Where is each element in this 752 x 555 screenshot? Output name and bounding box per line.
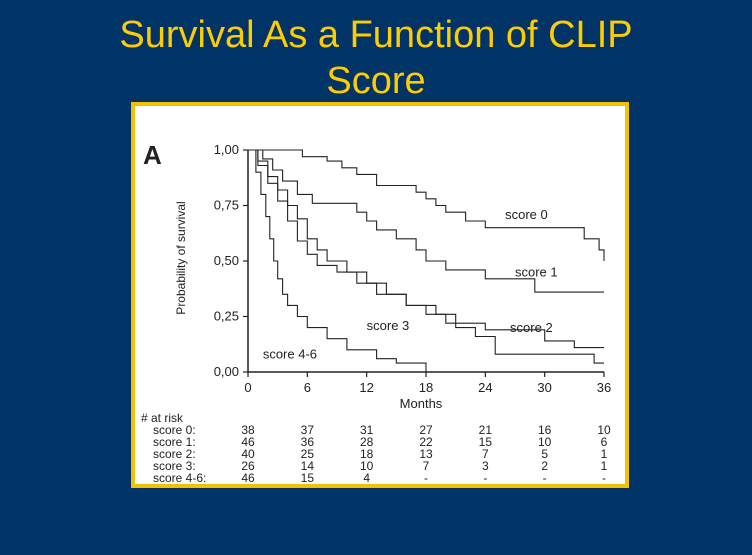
x-axis-label: Months	[400, 396, 443, 411]
at-risk-row-label: score 2:	[153, 447, 196, 461]
at-risk-row-label: score 0:	[153, 423, 196, 437]
at-risk-value: 22	[419, 435, 433, 449]
y-tick-label: 0,00	[214, 364, 239, 379]
at-risk-value: -	[602, 471, 606, 484]
at-risk-value: 46	[241, 471, 255, 484]
at-risk-value: 31	[360, 423, 374, 437]
slide-title: Survival As a Function of CLIP Score	[0, 12, 752, 104]
y-tick-label: 1,00	[214, 142, 239, 157]
at-risk-value: 40	[241, 447, 255, 461]
at-risk-value: 37	[301, 423, 315, 437]
x-tick-label: 6	[304, 380, 311, 395]
at-risk-value: -	[483, 471, 487, 484]
curve-label: score 0	[505, 207, 548, 222]
at-risk-value: 7	[482, 447, 489, 461]
y-tick-label: 0,50	[214, 253, 239, 268]
x-tick-label: 24	[478, 380, 492, 395]
at-risk-value: -	[543, 471, 547, 484]
at-risk-row-label: score 1:	[153, 435, 196, 449]
x-tick-label: 36	[597, 380, 611, 395]
at-risk-value: 27	[419, 423, 433, 437]
slide-title-line2: Score	[326, 60, 426, 102]
survival-curve-score-1	[248, 149, 604, 293]
at-risk-value: 10	[360, 459, 374, 473]
y-tick-label: 0,25	[214, 309, 239, 324]
at-risk-value: 1	[601, 447, 608, 461]
survival-curve-score-0	[248, 149, 605, 261]
at-risk-value: 15	[479, 435, 493, 449]
at-risk-value: -	[424, 471, 428, 484]
at-risk-value: 2	[541, 459, 548, 473]
curve-label: score 2	[510, 320, 553, 335]
at-risk-value: 28	[360, 435, 374, 449]
x-tick-label: 12	[359, 380, 373, 395]
at-risk-value: 15	[301, 471, 315, 484]
survival-curve-score-2	[248, 149, 604, 349]
curve-label: score 3	[367, 318, 410, 333]
at-risk-value: 25	[301, 447, 315, 461]
at-risk-row-label: score 4-6:	[153, 471, 206, 484]
survival-chart: A Probability of survival Months # at ri…	[141, 140, 611, 484]
x-tick-label: 0	[244, 380, 251, 395]
at-risk-header: # at risk	[141, 411, 184, 425]
at-risk-value: 13	[419, 447, 433, 461]
y-axis-label: Probability of survival	[174, 201, 188, 314]
at-risk-value: 16	[538, 423, 552, 437]
at-risk-value: 10	[538, 435, 552, 449]
curve-label: score 4-6	[263, 347, 317, 362]
at-risk-value: 14	[301, 459, 315, 473]
at-risk-row-label: score 3:	[153, 459, 196, 473]
x-tick-label: 30	[537, 380, 551, 395]
at-risk-value: 38	[241, 423, 255, 437]
y-tick-label: 0,75	[214, 198, 239, 213]
panel-label: A	[143, 140, 162, 170]
slide-title-line1: Survival As a Function of CLIP	[119, 14, 633, 56]
figure-frame: A Probability of survival Months # at ri…	[131, 102, 629, 488]
at-risk-value: 36	[301, 435, 315, 449]
at-risk-value: 4	[363, 471, 370, 484]
survival-curve-score-4-6	[248, 149, 427, 372]
at-risk-value: 5	[541, 447, 548, 461]
at-risk-value: 46	[241, 435, 255, 449]
at-risk-value: 21	[479, 423, 493, 437]
at-risk-value: 1	[601, 459, 608, 473]
at-risk-value: 10	[597, 423, 611, 437]
survival-curve-score-3	[248, 149, 604, 364]
at-risk-value: 3	[482, 459, 489, 473]
at-risk-value: 6	[601, 435, 608, 449]
at-risk-value: 18	[360, 447, 374, 461]
at-risk-value: 26	[241, 459, 255, 473]
at-risk-value: 7	[423, 459, 430, 473]
x-tick-label: 18	[419, 380, 433, 395]
curve-label: score 1	[515, 265, 558, 280]
